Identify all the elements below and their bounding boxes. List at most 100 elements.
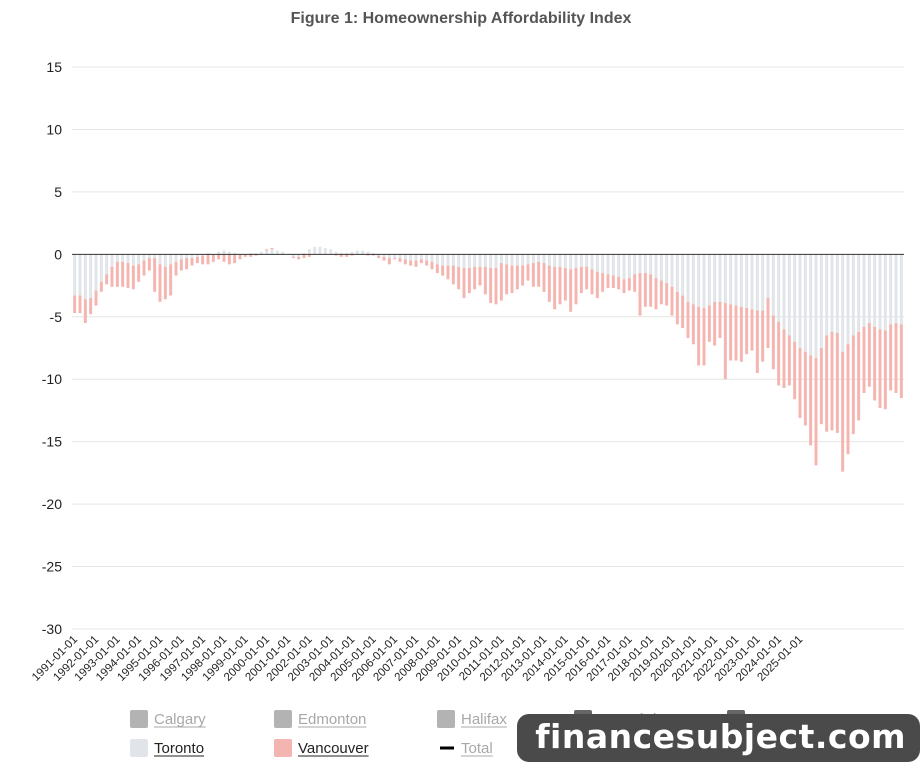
bar-vancouver[interactable] (537, 261, 541, 287)
bar-vancouver[interactable] (195, 256, 199, 264)
bar-toronto[interactable] (318, 246, 322, 255)
bar-vancouver[interactable] (755, 310, 759, 373)
bar-vancouver[interactable] (105, 274, 109, 285)
bar-vancouver[interactable] (499, 263, 503, 301)
bar-toronto[interactable] (323, 248, 327, 255)
bar-vancouver[interactable] (867, 323, 871, 387)
bar-vancouver[interactable] (782, 329, 786, 388)
bar-toronto[interactable] (467, 254, 471, 269)
bar-vancouver[interactable] (563, 268, 567, 301)
bar-vancouver[interactable] (841, 351, 845, 472)
bar-vancouver[interactable] (542, 263, 546, 292)
bar-vancouver[interactable] (302, 254, 306, 259)
bar-vancouver[interactable] (115, 261, 119, 287)
bar-toronto[interactable] (265, 250, 269, 255)
bar-toronto[interactable] (350, 251, 354, 255)
legend-item-halifax[interactable]: Halifax (437, 710, 507, 728)
bar-toronto[interactable] (169, 254, 173, 265)
bar-vancouver[interactable] (515, 265, 519, 290)
bar-vancouver[interactable] (377, 255, 381, 259)
bar-vancouver[interactable] (110, 266, 114, 287)
bar-toronto[interactable] (782, 254, 786, 330)
bar-toronto[interactable] (99, 254, 103, 282)
bar-vancouver[interactable] (633, 274, 637, 292)
bar-toronto[interactable] (558, 254, 562, 267)
bar-vancouver[interactable] (393, 258, 397, 260)
bar-vancouver[interactable] (873, 326, 877, 401)
bar-toronto[interactable] (83, 254, 87, 300)
bar-toronto[interactable] (627, 254, 631, 279)
bar-vancouver[interactable] (403, 259, 407, 265)
bar-toronto[interactable] (686, 254, 690, 302)
bar-toronto[interactable] (729, 254, 733, 305)
bar-toronto[interactable] (665, 254, 669, 284)
bar-vancouver[interactable] (553, 266, 557, 310)
bar-vancouver[interactable] (659, 280, 663, 305)
bar-toronto[interactable] (553, 254, 557, 267)
bar-vancouver[interactable] (617, 276, 621, 290)
bar-toronto[interactable] (329, 249, 333, 255)
bar-toronto[interactable] (94, 254, 98, 291)
bar-toronto[interactable] (179, 254, 183, 260)
bar-vancouver[interactable] (606, 274, 610, 289)
bar-toronto[interactable] (745, 254, 749, 309)
bar-toronto[interactable] (425, 254, 429, 261)
bar-vancouver[interactable] (297, 256, 301, 260)
bar-vancouver[interactable] (307, 254, 311, 257)
bar-vancouver[interactable] (579, 266, 583, 294)
bar-vancouver[interactable] (462, 268, 466, 299)
bar-toronto[interactable] (430, 254, 434, 262)
bar-vancouver[interactable] (185, 258, 189, 270)
bar-toronto[interactable] (457, 254, 461, 267)
bar-toronto[interactable] (382, 254, 386, 257)
bar-toronto[interactable] (73, 254, 77, 296)
bar-toronto[interactable] (121, 254, 125, 262)
bar-vancouver[interactable] (451, 265, 455, 285)
bar-vancouver[interactable] (766, 298, 770, 348)
bar-toronto[interactable] (622, 254, 626, 280)
bar-toronto[interactable] (670, 254, 674, 287)
bar-toronto[interactable] (675, 254, 679, 292)
bar-toronto[interactable] (291, 254, 295, 257)
bar-vancouver[interactable] (793, 341, 797, 400)
bar-toronto[interactable] (403, 254, 407, 260)
bar-vancouver[interactable] (547, 265, 551, 302)
bar-vancouver[interactable] (835, 333, 839, 433)
bar-vancouver[interactable] (366, 254, 370, 256)
bar-toronto[interactable] (766, 254, 770, 299)
bar-vancouver[interactable] (761, 310, 765, 362)
bar-vancouver[interactable] (697, 306, 701, 366)
bar-vancouver[interactable] (819, 348, 823, 425)
legend-item-vancouver[interactable]: Vancouver (274, 739, 369, 757)
bar-vancouver[interactable] (713, 301, 717, 346)
bar-vancouver[interactable] (126, 263, 130, 289)
bar-toronto[interactable] (185, 254, 189, 259)
bar-toronto[interactable] (110, 254, 114, 267)
bar-toronto[interactable] (574, 254, 578, 269)
bar-vancouver[interactable] (206, 254, 210, 265)
bar-toronto[interactable] (281, 251, 285, 255)
bar-vancouver[interactable] (201, 255, 205, 265)
bar-toronto[interactable] (297, 254, 301, 257)
bar-vancouver[interactable] (243, 254, 247, 257)
bar-toronto[interactable] (521, 254, 525, 266)
bar-toronto[interactable] (851, 254, 855, 336)
bar-vancouver[interactable] (121, 261, 125, 287)
bar-vancouver[interactable] (894, 323, 898, 393)
bar-vancouver[interactable] (238, 254, 242, 260)
bar-vancouver[interactable] (190, 258, 194, 266)
bar-vancouver[interactable] (729, 304, 733, 361)
bar-vancouver[interactable] (745, 308, 749, 355)
bar-toronto[interactable] (846, 254, 850, 345)
bar-toronto[interactable] (595, 254, 599, 272)
bar-vancouver[interactable] (233, 254, 237, 264)
bar-vancouver[interactable] (899, 324, 903, 398)
bar-toronto[interactable] (505, 254, 509, 265)
bar-vancouver[interactable] (734, 305, 738, 361)
bar-vancouver[interactable] (670, 286, 674, 316)
bar-vancouver[interactable] (142, 260, 146, 276)
bar-vancouver[interactable] (691, 304, 695, 345)
bar-toronto[interactable] (275, 250, 279, 255)
bar-vancouver[interactable] (435, 264, 439, 274)
bar-vancouver[interactable] (414, 260, 418, 267)
